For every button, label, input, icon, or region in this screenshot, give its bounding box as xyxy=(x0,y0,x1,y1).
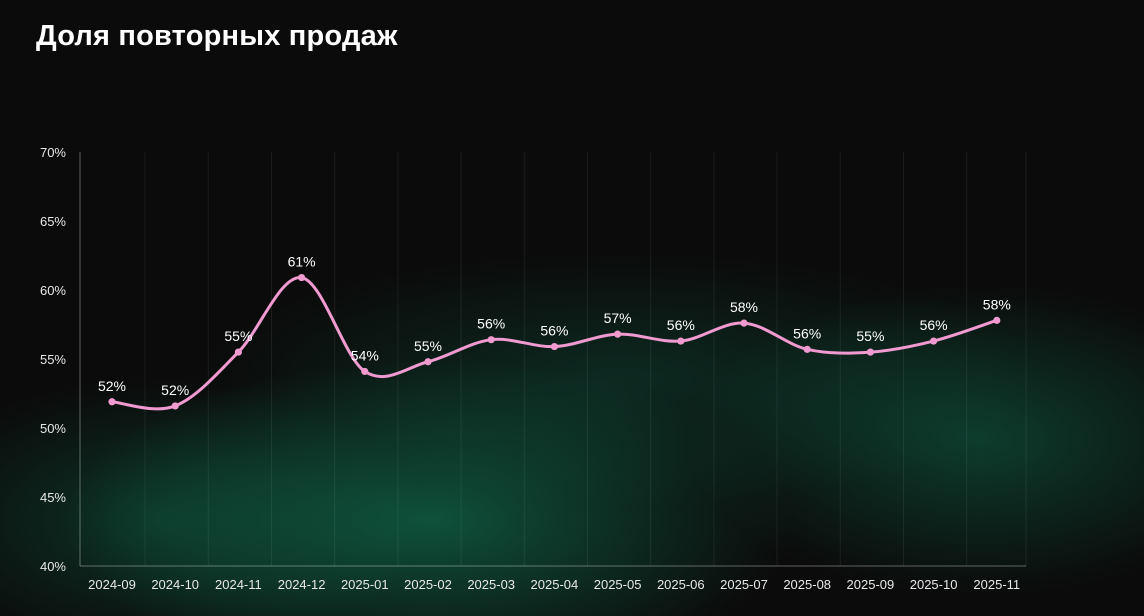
data-label: 54% xyxy=(351,347,379,363)
page-title: Доля повторных продаж xyxy=(36,20,398,52)
data-point xyxy=(866,348,875,356)
data-point xyxy=(550,342,559,351)
data-point xyxy=(298,273,306,282)
x-tick-label: 2024-11 xyxy=(215,577,262,592)
data-point xyxy=(677,337,685,345)
series-line xyxy=(110,276,999,411)
x-tick-label: 2025-06 xyxy=(657,577,705,592)
data-point xyxy=(614,330,622,338)
y-tick-label: 45% xyxy=(40,490,66,505)
y-tick-label: 55% xyxy=(40,352,66,367)
x-axis-ticks: 2024-09 2024-10 2024-11 2024-12 2025-01 2025-… xyxy=(88,577,1020,592)
data-label: 55% xyxy=(414,338,442,354)
y-tick-label: 60% xyxy=(40,283,66,298)
y-tick-label: 40% xyxy=(40,559,66,574)
x-tick-label: 2025-07 xyxy=(720,577,768,592)
data-label: 58% xyxy=(983,296,1011,312)
x-tick-label: 2025-04 xyxy=(531,577,579,592)
data-point xyxy=(740,319,748,327)
series-points xyxy=(108,273,1001,410)
y-tick-label: 70% xyxy=(40,145,66,160)
x-tick-label: 2025-10 xyxy=(910,577,958,592)
data-point xyxy=(803,345,811,353)
data-label: 55% xyxy=(224,328,252,344)
x-tick-label: 2025-08 xyxy=(783,577,831,592)
chart-axes xyxy=(79,152,1026,567)
x-tick-label: 2025-03 xyxy=(467,577,515,592)
data-point xyxy=(993,316,1001,324)
data-point xyxy=(361,367,369,376)
x-tick-label: 2025-09 xyxy=(847,577,895,592)
data-label: 56% xyxy=(477,316,505,332)
x-tick-label: 2024-12 xyxy=(278,577,326,592)
x-tick-label: 2025-01 xyxy=(341,577,389,592)
y-tick-label: 50% xyxy=(40,421,66,436)
x-tick-label: 2024-09 xyxy=(88,577,136,592)
y-tick-label: 65% xyxy=(40,214,66,229)
data-point xyxy=(487,336,495,344)
data-point xyxy=(108,398,116,406)
chart-grid xyxy=(144,152,1027,566)
data-label: 55% xyxy=(856,328,884,344)
data-label: 52% xyxy=(161,382,189,398)
data-point xyxy=(930,337,938,345)
data-label: 57% xyxy=(604,310,632,326)
data-label: 56% xyxy=(540,323,568,339)
x-tick-label: 2025-02 xyxy=(404,577,452,592)
y-axis-ticks: 40% 45% 50% 55% 60% 65% 70% xyxy=(40,145,66,574)
data-label: 56% xyxy=(793,325,821,341)
x-tick-label: 2024-10 xyxy=(151,577,199,592)
data-label: 61% xyxy=(288,254,316,270)
data-point xyxy=(234,348,242,356)
x-tick-label: 2025-05 xyxy=(594,577,642,592)
data-point xyxy=(171,402,179,410)
data-label: 56% xyxy=(667,317,695,333)
series-line-group xyxy=(110,276,999,411)
data-point xyxy=(424,358,432,366)
data-label: 58% xyxy=(730,299,758,315)
x-tick-label: 2025-11 xyxy=(973,577,1020,592)
data-labels: 52% 52% 55% 61% 54% 55% 56% 56% 57% 56% 58% 56% 55% 5… xyxy=(98,254,1011,398)
data-label: 52% xyxy=(98,378,126,394)
data-label: 56% xyxy=(920,317,948,333)
